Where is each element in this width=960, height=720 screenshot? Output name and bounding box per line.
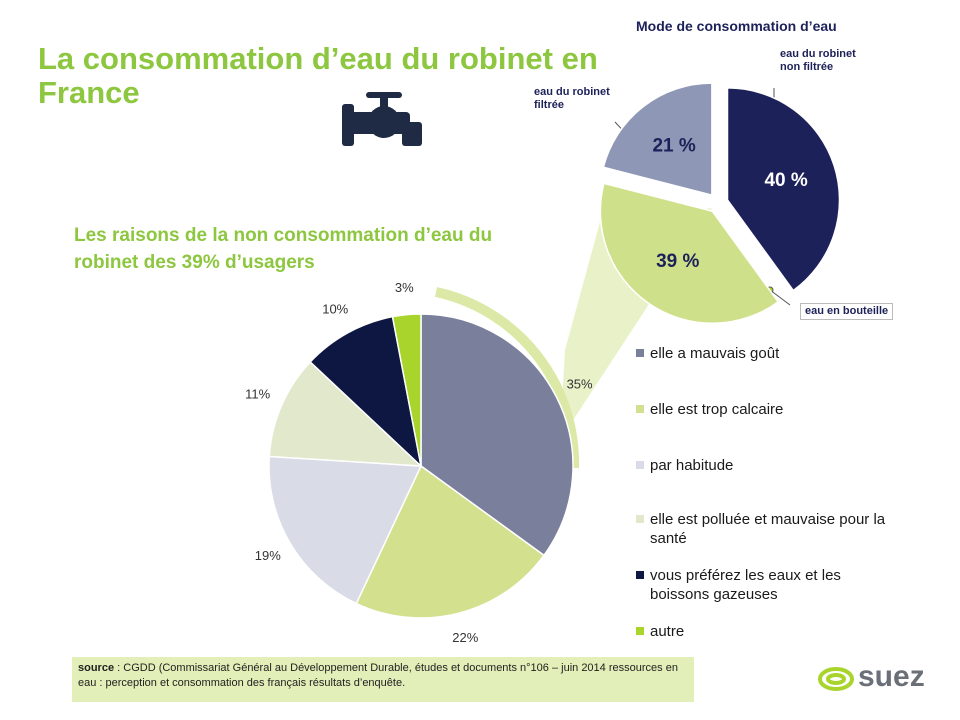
pie-slice	[602, 82, 713, 197]
value-label: 35%	[567, 377, 593, 392]
legend-swatch	[636, 349, 644, 357]
pie-slice	[726, 87, 841, 292]
category-label: eau en bouteille	[800, 303, 894, 320]
pie-slice	[309, 315, 423, 469]
value-label: 40 %	[764, 170, 807, 191]
source-box: source : CGDD (Commissariat Général au D…	[72, 657, 694, 702]
legend-swatch	[636, 571, 644, 579]
pie-slice	[391, 313, 422, 467]
legend-entry: elle est polluée et mauvaise pour la san…	[636, 510, 890, 548]
legend-swatch	[636, 627, 644, 635]
value-label: 11%	[245, 387, 270, 402]
category-label: eau du robinet filtrée	[534, 86, 610, 111]
legend-entry: par habitude	[636, 456, 890, 475]
chart-title: Mode de consommation d’eau	[636, 18, 837, 34]
legend-entry: autre	[636, 622, 890, 641]
value-label: 39 %	[656, 251, 699, 272]
pie-slice	[420, 313, 574, 557]
value-label: 10%	[322, 301, 348, 316]
value-label: 3%	[395, 280, 414, 295]
category-label: eau du robinet non filtrée	[780, 48, 856, 73]
legend-entry: elle est trop calcaire	[636, 400, 890, 419]
source-label: source	[78, 662, 115, 674]
tap-icon	[342, 92, 422, 146]
pie-slice	[599, 182, 780, 325]
legend-entry: vous préférez les eaux et les boissons g…	[636, 566, 890, 604]
legend-entry: elle a mauvais goût	[636, 344, 890, 363]
slide-title: La consommation d’eau du robinet en Fran…	[38, 41, 598, 110]
chart-title: Les raisons de la non consommation d’eau…	[74, 225, 493, 273]
legend-swatch	[636, 515, 644, 523]
connector-arc	[434, 287, 580, 469]
legend-swatch	[636, 461, 644, 469]
legend-swatch	[636, 405, 644, 413]
value-label: 21 %	[652, 135, 695, 156]
source-text: : CGDD (Commissariat Général au Développ…	[78, 662, 678, 689]
pie-slice	[268, 455, 423, 605]
logo-swirl	[818, 667, 854, 691]
value-label: 22%	[452, 630, 478, 645]
pie-slice	[268, 360, 424, 467]
value-label: 19%	[255, 548, 281, 563]
logo: suez	[858, 660, 925, 693]
